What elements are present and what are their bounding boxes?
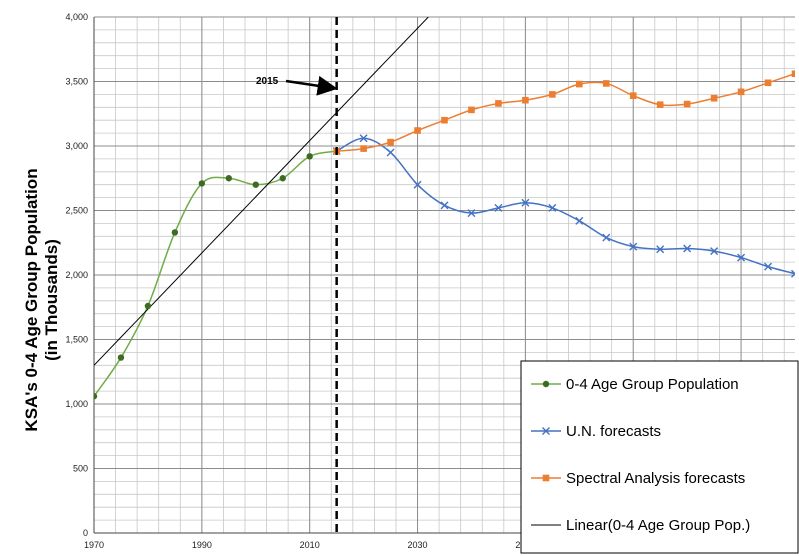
legend: 0-4 Age Group Population U.N. forecasts Sp… [520, 360, 799, 554]
data-point [764, 79, 772, 87]
y-tick-label: 3,500 [65, 77, 88, 87]
legend-item: Spectral Analysis forecasts [531, 470, 745, 487]
legend-label: Spectral Analysis forecasts [566, 470, 745, 487]
x-marker-stroke [413, 180, 422, 189]
data-point [710, 94, 718, 102]
x-marker-stroke [737, 253, 746, 262]
data-point [440, 201, 449, 210]
data-point [117, 354, 125, 361]
x-marker-stroke [548, 203, 557, 212]
data-point [683, 100, 691, 108]
y-axis-title-line1: KSA's 0-4 Age Group Population [22, 168, 41, 431]
data-point [414, 127, 421, 134]
population-series [94, 150, 337, 397]
data-point [225, 175, 233, 182]
x-marker-stroke [602, 233, 611, 242]
x-tick-label: 2010 [300, 540, 320, 550]
data-point [764, 262, 773, 271]
legend-item: U.N. forecasts [531, 423, 661, 440]
y-tick-label: 1,000 [65, 399, 88, 409]
data-point [94, 393, 98, 400]
x-marker-stroke [683, 244, 692, 253]
y-tick-label: 0 [83, 528, 88, 538]
data-point [279, 175, 286, 182]
data-point [656, 101, 664, 109]
data-point [522, 96, 529, 104]
data-point [171, 229, 179, 236]
x-marker-stroke [575, 216, 584, 225]
data-point [629, 242, 638, 251]
series-line [94, 150, 337, 397]
data-point [602, 233, 611, 242]
data-point [387, 138, 394, 146]
data-point [359, 134, 368, 143]
data-point [576, 80, 583, 88]
x-marker-stroke [542, 427, 550, 435]
data-point [791, 269, 795, 278]
data-point [252, 181, 259, 188]
x-marker-stroke [710, 247, 719, 256]
data-point [386, 148, 395, 157]
annotation-arrow [285, 75, 338, 96]
data-point [656, 245, 665, 254]
data-point [575, 216, 584, 225]
y-tick-label: 2,500 [65, 206, 88, 216]
data-point [737, 88, 745, 96]
data-point [467, 209, 476, 218]
legend-label: U.N. forecasts [566, 423, 661, 440]
y-tick-label: 1,500 [65, 335, 88, 345]
y-tick-label: 2,000 [65, 270, 88, 280]
x-marker-stroke [467, 209, 476, 218]
x-tick-label: 1990 [192, 540, 212, 550]
data-point [549, 91, 556, 98]
data-point [360, 145, 367, 152]
x-tick-label: 1970 [84, 540, 104, 550]
y-tick-label: 3,000 [65, 141, 88, 151]
data-point [495, 100, 502, 107]
legend-item: 0-4 Age Group Population [531, 376, 739, 393]
legend-box [520, 360, 799, 554]
annotation-label: 2015 [256, 76, 279, 87]
data-point [468, 106, 475, 114]
data-point [198, 180, 206, 187]
data-point [441, 116, 448, 124]
data-point [737, 253, 746, 262]
annotation-layer: 2015 [256, 17, 338, 533]
legend-item: Linear(0-4 Age Group Pop.) [531, 517, 750, 534]
y-tick-label: 500 [73, 464, 88, 474]
x-marker-stroke [791, 269, 795, 275]
population-series-markers [94, 147, 340, 400]
x-marker-stroke [494, 203, 503, 212]
x-marker-stroke [386, 148, 395, 157]
data-point [791, 70, 795, 78]
x-marker-stroke [629, 242, 638, 251]
data-point [602, 80, 610, 87]
data-point [683, 244, 692, 253]
x-marker-stroke [521, 198, 530, 207]
data-point [548, 203, 557, 212]
y-tick-label: 4,000 [65, 12, 88, 22]
legend-label: Linear(0-4 Age Group Pop.) [566, 517, 750, 534]
x-marker-stroke [791, 272, 795, 278]
legend-swatch-marker [542, 474, 550, 482]
data-point [629, 92, 637, 99]
y-axis-title-line2: (in Thousands) [42, 239, 61, 361]
data-point [144, 302, 152, 310]
x-marker-stroke [656, 245, 665, 254]
data-point [710, 247, 719, 256]
y-tick-labels: 0 500 1,000 1,500 2,000 2,500 3,000 3,500 4,000 [65, 12, 88, 538]
data-point [413, 180, 422, 189]
legend-label: 0-4 Age Group Population [566, 376, 739, 393]
data-point [494, 203, 503, 212]
x-marker-stroke [764, 262, 773, 271]
data-point [521, 198, 530, 207]
x-marker-stroke [440, 201, 449, 210]
legend-swatch-marker [542, 427, 550, 435]
x-tick-label: 2030 [408, 540, 428, 550]
x-marker-stroke [359, 134, 368, 143]
data-point [306, 153, 313, 160]
legend-swatch-marker [542, 380, 550, 388]
